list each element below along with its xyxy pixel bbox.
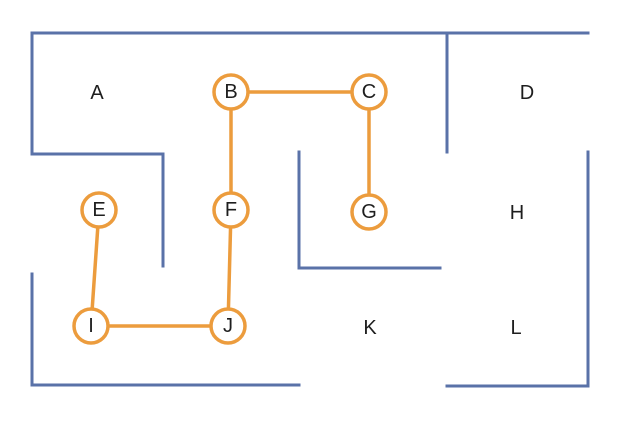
node-b: B [212,73,250,111]
node-e-circle [80,191,118,229]
edge-i-e [89,208,101,328]
node-c-label: C [362,81,376,103]
node-f: F [212,191,250,229]
node-i: I [72,307,110,345]
maze-walls [30,31,590,388]
node-j-circle [209,307,247,345]
wall-center-block [297,150,442,270]
node-f-circle [212,191,250,229]
node-j: J [209,307,247,345]
node-i-label: I [88,315,94,337]
room-l-label: L [510,317,521,339]
path-edges [89,90,371,328]
room-d-label: D [520,82,534,104]
edge-f-j [226,208,233,328]
wall-right [445,150,590,388]
wall-a-e-divider [30,152,165,268]
node-b-label: B [224,81,237,103]
node-j-label: J [223,315,233,337]
node-e-label: E [92,199,105,221]
room-a-label: A [90,82,104,104]
node-b-circle [212,73,250,111]
room-h-label: H [510,202,524,224]
path-nodes: B C F G E I J [72,73,388,345]
node-g-circle [350,193,388,231]
node-c: C [350,73,388,111]
node-i-circle [72,307,110,345]
node-g: G [350,193,388,231]
room-k-label: K [363,317,377,339]
wall-top-left [30,31,449,156]
room-labels: A D H K L [90,82,534,339]
node-f-label: F [225,199,237,221]
node-c-circle [350,73,388,111]
node-e: E [80,191,118,229]
node-g-label: G [361,201,377,223]
wall-bottom-left [30,272,301,387]
